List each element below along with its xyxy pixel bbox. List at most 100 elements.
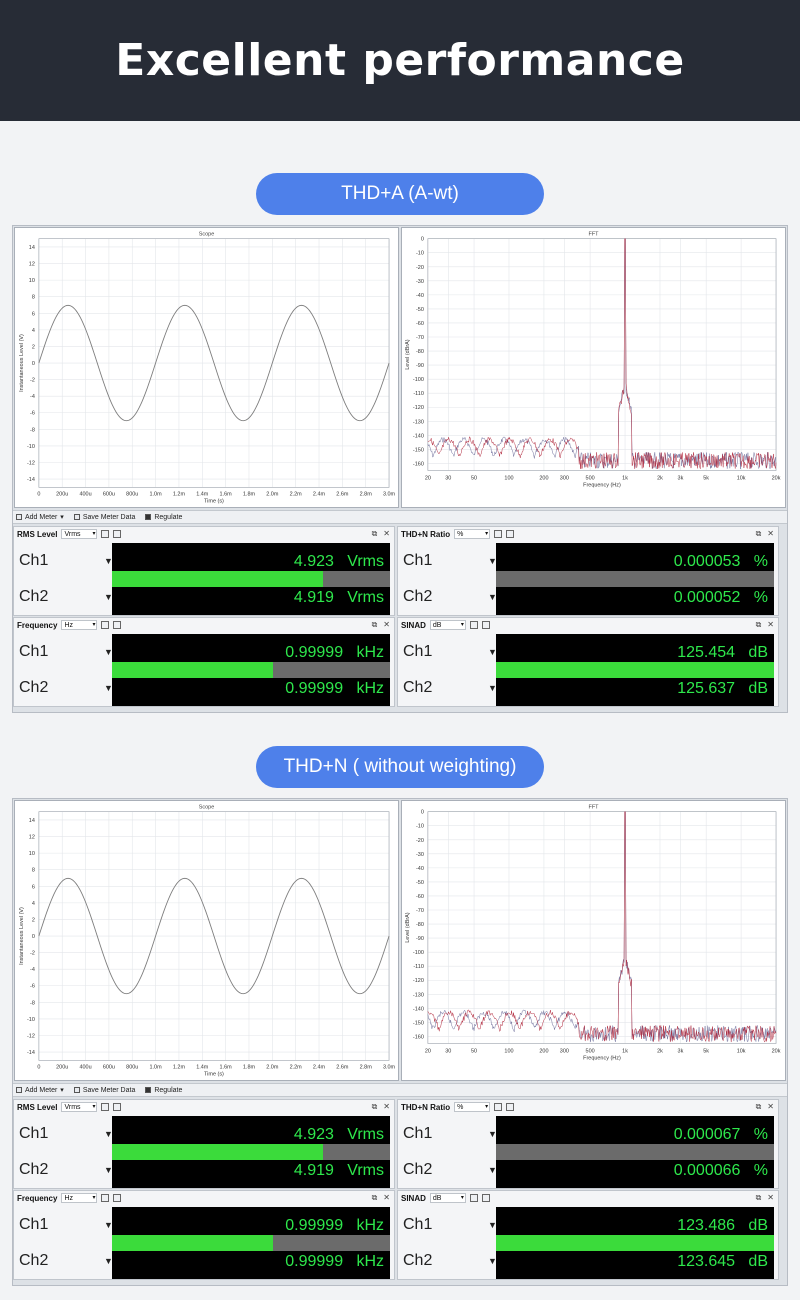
- unit-select[interactable]: %: [454, 529, 491, 539]
- close-icon[interactable]: ✕: [383, 529, 390, 538]
- y-tick-label: -100: [413, 950, 424, 956]
- channel-dropdown-icon[interactable]: ▼: [104, 647, 113, 657]
- meter-settings-icon[interactable]: [113, 621, 122, 629]
- unit-select[interactable]: Hz: [61, 620, 98, 630]
- x-tick-label: 300: [560, 1048, 569, 1054]
- close-icon[interactable]: ✕: [383, 1102, 390, 1111]
- close-icon[interactable]: ✕: [383, 1193, 390, 1202]
- x-tick-label: 200: [539, 475, 548, 481]
- meter-settings-icon[interactable]: [506, 1103, 515, 1111]
- level-bar: [112, 579, 390, 587]
- channel-dropdown-icon[interactable]: ▼: [104, 556, 113, 566]
- unit-select[interactable]: Vrms: [61, 529, 98, 539]
- save-meter-button[interactable]: Save Meter Data: [73, 1087, 135, 1094]
- regulate-button[interactable]: Regulate: [145, 1087, 182, 1094]
- add-meter-button[interactable]: Add Meter ▾: [16, 1086, 64, 1094]
- meter-options-icon[interactable]: [469, 1194, 478, 1202]
- meter-sinad: SINAD dB ⧉ ✕ Ch1 ▼ 125.454 dB Ch2 ▼ 125.6…: [397, 617, 779, 707]
- meter-options-icon[interactable]: [101, 530, 110, 538]
- y-tick-label: 6: [32, 884, 35, 890]
- meter-settings-icon[interactable]: [506, 530, 515, 538]
- unit-select[interactable]: Vrms: [61, 1102, 98, 1112]
- channel-dropdown-icon[interactable]: ▼: [104, 683, 113, 693]
- meter-value: 125.637 dB: [677, 680, 768, 697]
- close-icon[interactable]: ✕: [767, 1102, 774, 1111]
- y-tick-label: -140: [413, 433, 424, 439]
- x-tick-label: 2k: [657, 1048, 663, 1054]
- popout-icon[interactable]: ⧉: [755, 1102, 762, 1111]
- meter-row-ch2: Ch2 ▼ 0.000066 %: [398, 1152, 778, 1188]
- x-tick-label: 3k: [678, 475, 684, 481]
- meter-header: Frequency Hz ⧉ ✕: [14, 1191, 394, 1205]
- close-icon[interactable]: ✕: [767, 529, 774, 538]
- meter-options-icon[interactable]: [494, 530, 503, 538]
- meter-display: 125.637 dB: [496, 670, 774, 706]
- meter-options-icon[interactable]: [494, 1103, 503, 1111]
- section-label: THD+N ( without weighting): [283, 756, 517, 777]
- popout-icon[interactable]: ⧉: [371, 620, 378, 629]
- channel-dropdown-icon[interactable]: ▼: [488, 1165, 497, 1175]
- channel-dropdown-icon[interactable]: ▼: [104, 1220, 113, 1230]
- unit-select[interactable]: dB: [429, 1193, 466, 1203]
- save-meter-button[interactable]: Save Meter Data: [73, 514, 135, 521]
- regulate-button[interactable]: Regulate: [145, 514, 182, 521]
- unit-select[interactable]: %: [454, 1102, 491, 1112]
- popout-icon[interactable]: ⧉: [371, 1102, 378, 1111]
- channel-dropdown-icon[interactable]: ▼: [104, 1129, 113, 1139]
- popout-icon[interactable]: ⧉: [371, 529, 378, 538]
- channel-dropdown-icon[interactable]: ▼: [488, 556, 497, 566]
- meter-options-icon[interactable]: [469, 621, 478, 629]
- unit-select[interactable]: dB: [429, 620, 466, 630]
- channel-label: Ch1: [19, 643, 49, 660]
- y-tick-label: 10: [29, 278, 35, 284]
- meter-header: RMS Level Vrms ⧉ ✕: [14, 1100, 394, 1114]
- channel-dropdown-icon[interactable]: ▼: [488, 1220, 497, 1230]
- popout-icon[interactable]: ⧉: [755, 529, 762, 538]
- meter-title: THD+N Ratio: [401, 529, 451, 539]
- popout-icon[interactable]: ⧉: [371, 1193, 378, 1202]
- channel-dropdown-icon[interactable]: ▼: [488, 1129, 497, 1139]
- level-bar-fill: [496, 670, 774, 678]
- channel-dropdown-icon[interactable]: ▼: [488, 592, 497, 602]
- meter-settings-icon[interactable]: [113, 530, 122, 538]
- y-tick-label: -40: [416, 293, 424, 299]
- y-tick-label: -30: [416, 852, 424, 858]
- meter-settings-icon[interactable]: [113, 1194, 122, 1202]
- y-axis-label: Instantaneous Level (V): [19, 334, 25, 392]
- close-icon[interactable]: ✕: [767, 620, 774, 629]
- x-tick-label: 3.0m: [383, 491, 396, 497]
- level-bar-fill: [112, 1235, 274, 1243]
- x-tick-label: 5k: [703, 1048, 709, 1054]
- channel-label: Ch2: [19, 1161, 49, 1178]
- meter-settings-icon[interactable]: [113, 1103, 122, 1111]
- popout-icon[interactable]: ⧉: [755, 620, 762, 629]
- meter-row-ch1: Ch1 ▼ 0.000053 %: [398, 543, 778, 579]
- meter-header: THD+N Ratio % ⧉ ✕: [398, 1100, 778, 1114]
- add-meter-button[interactable]: Add Meter ▾: [16, 513, 64, 521]
- x-tick-label: 100: [504, 475, 513, 481]
- meter-header: RMS Level Vrms ⧉ ✕: [14, 527, 394, 541]
- popout-icon[interactable]: ⧉: [755, 1193, 762, 1202]
- channel-dropdown-icon[interactable]: ▼: [104, 592, 113, 602]
- meter-options-icon[interactable]: [101, 1194, 110, 1202]
- meter-settings-icon[interactable]: [481, 1194, 490, 1202]
- x-tick-label: 200: [539, 1048, 548, 1054]
- close-icon[interactable]: ✕: [383, 620, 390, 629]
- meter-settings-icon[interactable]: [481, 621, 490, 629]
- close-icon[interactable]: ✕: [767, 1193, 774, 1202]
- meter-row-ch2: Ch2 ▼ 0.000052 %: [398, 579, 778, 615]
- x-tick-label: 0: [37, 1064, 40, 1070]
- meter-title: THD+N Ratio: [401, 1102, 451, 1112]
- unit-select[interactable]: Hz: [61, 1193, 98, 1203]
- meter-display: 0.000052 %: [496, 579, 774, 615]
- meter-options-icon[interactable]: [101, 621, 110, 629]
- channel-dropdown-icon[interactable]: ▼: [488, 647, 497, 657]
- channel-dropdown-icon[interactable]: ▼: [104, 1256, 113, 1266]
- channel-dropdown-icon[interactable]: ▼: [488, 683, 497, 693]
- meter-options-icon[interactable]: [101, 1103, 110, 1111]
- channel-dropdown-icon[interactable]: ▼: [104, 1165, 113, 1175]
- x-tick-label: 10k: [737, 1048, 746, 1054]
- channel-dropdown-icon[interactable]: ▼: [488, 1256, 497, 1266]
- level-bar: [112, 1243, 390, 1251]
- fft-graph: FFT 0 -10 -20 -30 -40 -50 -60 -70 -80 -90 -100 -110 -…: [401, 227, 786, 508]
